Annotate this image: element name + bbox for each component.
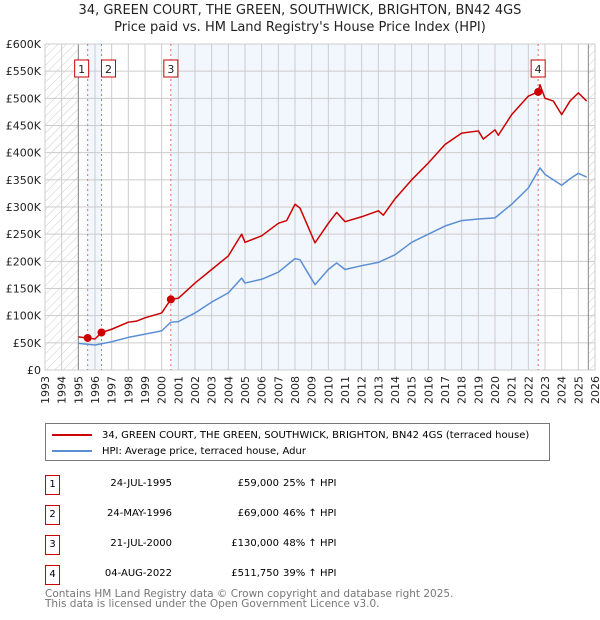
sale-number-badge: 2 [45, 505, 60, 525]
y-tick-label: £150K [6, 283, 42, 296]
sale-number-badge: 1 [45, 475, 60, 495]
y-tick-label: £350K [6, 174, 42, 187]
footer: Contains HM Land Registry data © Crown c… [45, 588, 454, 610]
sale-number-badge: 4 [45, 565, 60, 585]
sale-date: 24-JUL-1995 [110, 478, 172, 489]
legend-label: HPI: Average price, terraced house, Adur [102, 445, 306, 457]
y-tick-label: £100K [6, 310, 42, 323]
y-tick-label: £400K [6, 147, 42, 160]
legend-item-hpi: HPI: Average price, terraced house, Adur [52, 444, 306, 458]
legend-swatch-blue [52, 450, 92, 452]
plot-border [44, 43, 596, 371]
footer-licence: This data is licensed under the Open Gov… [45, 598, 380, 610]
x-tick-label: 2011 [339, 376, 352, 404]
x-tick-label: 2026 [589, 376, 600, 404]
sale-label-box [530, 59, 546, 78]
x-tick-label: 2025 [572, 376, 585, 404]
x-tick-label: 2024 [556, 376, 569, 404]
x-tick-label: 1997 [106, 376, 119, 404]
sale-number-badge: 3 [45, 535, 60, 555]
x-tick-label: 2007 [272, 376, 285, 404]
x-tick-label: 2005 [239, 376, 252, 404]
chart-subtitle: Price paid vs. HM Land Registry's House … [114, 20, 486, 35]
x-tick-label: 2014 [389, 376, 402, 404]
y-tick-label: £550K [6, 65, 42, 78]
sale-date: 21-JUL-2000 [110, 538, 172, 549]
series-line [78, 167, 587, 346]
hpi-change: 48% ↑ HPI [283, 538, 337, 549]
legend-swatch-red [52, 434, 92, 436]
legend: 34, GREEN COURT, THE GREEN, SOUTHWICK, B… [45, 423, 550, 461]
legend-item-property: 34, GREEN COURT, THE GREEN, SOUTHWICK, B… [52, 428, 529, 442]
sale-price: £511,750 [231, 568, 279, 579]
hpi-change: 25% ↑ HPI [283, 478, 337, 489]
y-tick-label: £200K [6, 255, 42, 268]
x-tick-label: 2021 [506, 376, 519, 404]
y-tick-label: £450K [6, 120, 42, 133]
sale-label-box [74, 59, 90, 78]
table-row: 2 24-MAY-1996 £69,000 46% ↑ HPI [45, 505, 445, 525]
y-tick-label: £50K [13, 337, 42, 350]
x-tick-label: 1995 [72, 376, 85, 404]
legend-label: 34, GREEN COURT, THE GREEN, SOUTHWICK, B… [102, 429, 530, 441]
x-tick-label: 2010 [322, 376, 335, 404]
x-tick-label: 2019 [472, 376, 485, 404]
sale-price: £69,000 [237, 508, 279, 519]
sale-label: 1 [78, 63, 85, 76]
hpi-change: 39% ↑ HPI [283, 568, 337, 579]
x-tick-label: 2002 [189, 376, 202, 404]
x-tick-label: 2003 [206, 376, 219, 404]
x-tick-label: 2017 [439, 376, 452, 404]
sale-label-box [163, 59, 179, 78]
x-tick-label: 2013 [372, 376, 385, 404]
x-tick-label: 2020 [489, 376, 502, 404]
sale-label: 3 [167, 63, 174, 76]
x-tick-label: 1999 [139, 376, 152, 404]
x-tick-label: 2000 [156, 376, 169, 404]
y-tick-label: £500K [6, 92, 42, 105]
y-tick-label: £600K [6, 38, 42, 51]
sale-price: £130,000 [231, 538, 279, 549]
sale-date: 04-AUG-2022 [104, 568, 172, 579]
x-tick-label: 2001 [172, 376, 185, 404]
y-tick-label: £250K [6, 228, 42, 241]
x-tick-label: 1998 [122, 376, 135, 404]
table-row: 3 21-JUL-2000 £130,000 48% ↑ HPI [45, 535, 445, 555]
y-tick-label: £0 [27, 364, 41, 377]
x-tick-label: 2015 [406, 376, 419, 404]
x-tick-label: 2018 [456, 376, 469, 404]
chart-title: 34, GREEN COURT, THE GREEN, SOUTHWICK, B… [78, 3, 522, 18]
sale-label-box [101, 59, 116, 78]
price-chart: 1993 1994 1995 1996 1997 1998 1999 2000 2001 2002… [6, 38, 600, 404]
sale-date: 24-MAY-1996 [106, 508, 172, 519]
table-row: 1 24-JUL-1995 £59,000 25% ↑ HPI [45, 475, 445, 495]
sale-point [166, 295, 175, 304]
x-tick-label: 2009 [306, 376, 319, 404]
x-tick-label: 1993 [39, 376, 52, 404]
table-row: 4 04-AUG-2022 £511,750 39% ↑ HPI [45, 565, 445, 585]
x-tick-label: 1994 [56, 376, 69, 404]
sale-point [534, 87, 543, 96]
x-tick-label: 2022 [522, 376, 535, 404]
x-tick-label: 2023 [539, 376, 552, 404]
sale-point [83, 333, 92, 342]
x-tick-label: 2008 [289, 376, 302, 404]
sale-price: £59,000 [237, 478, 279, 489]
x-tick-label: 2004 [222, 376, 235, 404]
sale-point [97, 328, 106, 337]
footer-copyright: Contains HM Land Registry data © Crown c… [45, 588, 454, 600]
x-tick-label: 2006 [256, 376, 269, 404]
sale-label: 2 [105, 63, 112, 76]
hpi-change: 46% ↑ HPI [283, 508, 337, 519]
x-tick-label: 1996 [89, 376, 102, 404]
x-tick-label: 2012 [356, 376, 369, 404]
y-tick-label: £300K [6, 201, 42, 214]
x-tick-label: 2016 [422, 376, 435, 404]
sale-label: 4 [535, 63, 542, 76]
